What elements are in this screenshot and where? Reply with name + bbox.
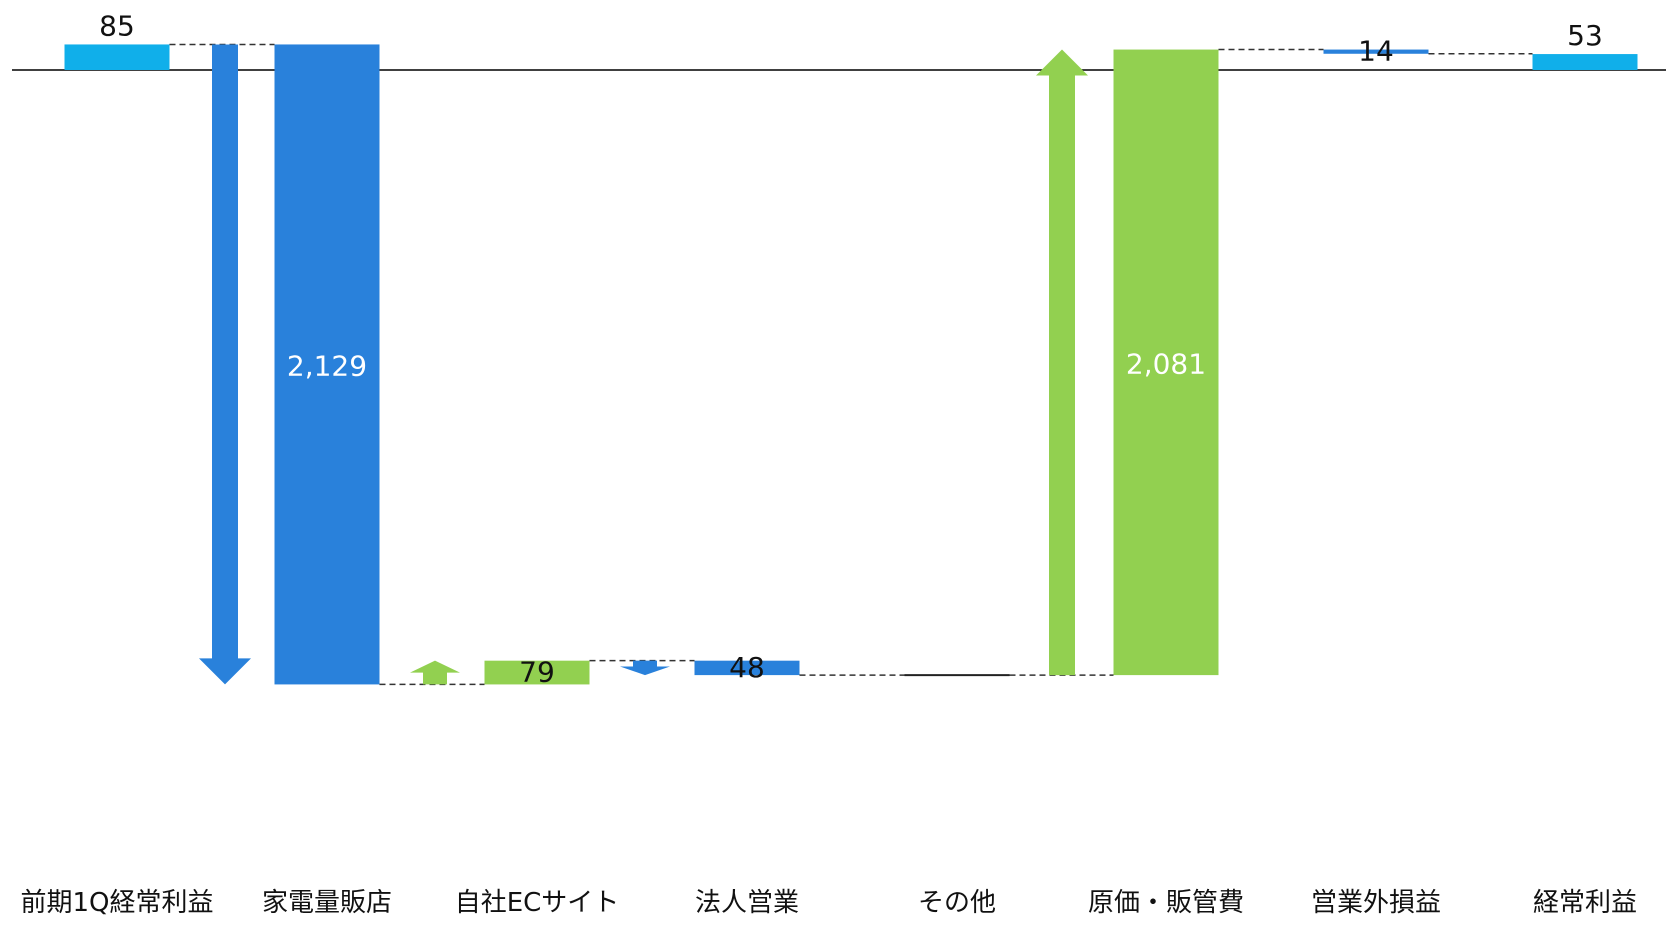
category-label-6: 営業外損益: [1310, 888, 1441, 918]
data-label-0: 85: [99, 9, 135, 42]
bar-1: [274, 44, 380, 685]
bar-2: [484, 660, 590, 685]
category-label-2: 自社ECサイト: [454, 888, 620, 918]
category-label-0: 前期1Q経常利益: [20, 888, 214, 918]
bar-5: [1113, 49, 1219, 676]
category-label-5: 原価・販管費: [1087, 888, 1244, 918]
bar-6: [1323, 49, 1429, 54]
data-label-1: 2,129: [287, 349, 367, 382]
arrow-3: [620, 660, 670, 676]
data-label-6: 14: [1358, 35, 1394, 68]
data-label-7: 53: [1567, 19, 1603, 52]
data-label-3: 48: [729, 651, 765, 684]
arrow-5: [1036, 49, 1088, 676]
bar-3: [694, 660, 800, 676]
arrow-2: [410, 660, 460, 685]
category-label-1: 家電量販店: [261, 888, 392, 918]
category-label-4: その他: [917, 888, 996, 918]
data-label-2: 79: [519, 656, 555, 689]
bar-0: [64, 44, 170, 70]
category-label-3: 法人営業: [694, 888, 799, 918]
category-label-7: 経常利益: [1532, 888, 1637, 918]
bar-7: [1532, 54, 1638, 70]
arrow-1: [199, 44, 251, 685]
data-label-5: 2,081: [1126, 347, 1206, 380]
